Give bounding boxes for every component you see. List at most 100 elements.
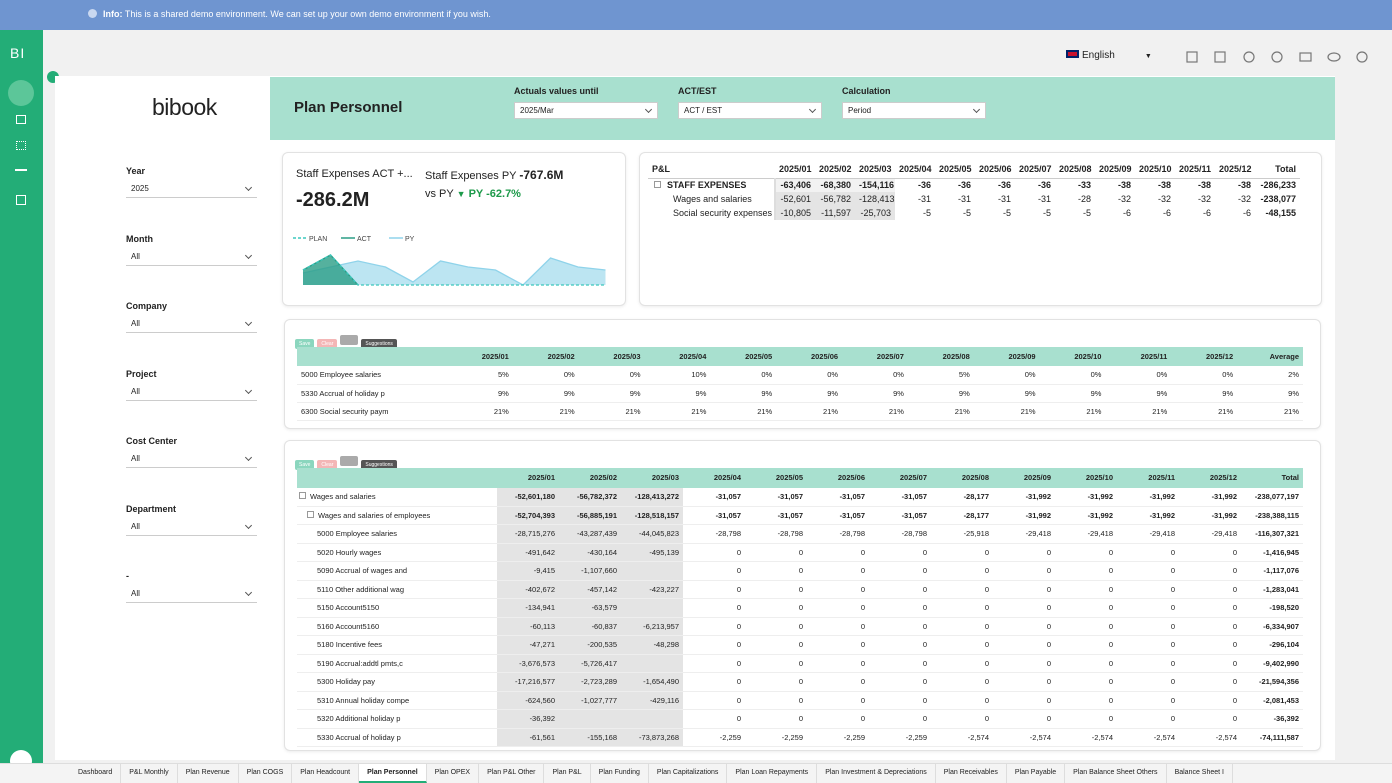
cell[interactable]: 9% [1288,388,1299,398]
cell[interactable]: 21% [691,406,707,416]
refresh-icon[interactable] [1243,51,1255,63]
cell[interactable]: 9% [893,388,904,398]
share-icon[interactable] [1271,51,1283,63]
report-tab[interactable]: Plan Revenue [178,764,239,783]
expand-toggle[interactable] [307,510,314,518]
cell[interactable]: 21% [1152,406,1168,416]
report-tab[interactable]: Plan P&L [544,764,591,783]
cell[interactable]: 9% [629,388,641,398]
slicer-dropdown[interactable]: All [126,316,257,333]
button[interactable]: Clear [317,339,338,349]
cell[interactable]: 21% [1283,406,1299,416]
cell[interactable]: 0% [893,370,904,380]
slicer-dropdown[interactable]: All [126,586,257,603]
slicer-dropdown[interactable]: All [126,248,257,266]
nav-users[interactable] [15,169,27,176]
report-tab[interactable]: Dashboard [70,764,122,783]
report-tab[interactable]: Plan P&L Other [479,764,545,783]
button[interactable]: Suggestions [361,460,397,470]
slicer-dropdown[interactable]: 2025 [126,181,257,198]
report-tab[interactable]: Plan Investment & Depreciations [817,764,936,783]
cell: -28,798 [777,529,803,539]
report-tab[interactable]: P&L Monthly [121,764,178,783]
cell: -2,574 [1153,732,1175,742]
filter-dropdown[interactable]: 2025/Mar [514,102,658,119]
report-tab[interactable]: Plan Balance Sheet Others [1065,764,1167,783]
filter-label: Actuals values until [514,86,599,96]
row-label-text: 5000 Employee salaries [317,529,398,539]
view-icon[interactable] [1327,52,1341,62]
slicer-dropdown[interactable]: All [126,383,257,401]
slicer-dropdown[interactable]: All [126,518,257,536]
report-tab[interactable]: Plan Capitalizations [649,764,728,783]
cell[interactable]: 0% [827,370,839,380]
cell: 0 [1170,547,1175,557]
cell[interactable]: 21% [493,406,509,416]
cell[interactable]: 21% [1218,406,1234,416]
cell[interactable]: 9% [1090,388,1102,398]
cell[interactable]: 21% [954,406,970,416]
cell: 0 [922,566,927,576]
cell[interactable]: 9% [1222,388,1234,398]
button[interactable]: Suggestions [361,339,397,349]
report-tab[interactable]: Plan Funding [591,764,649,783]
report-tab[interactable]: Plan COGS [239,764,293,783]
slicer-dropdown[interactable]: All [126,451,257,468]
report-tab[interactable]: Balance Sheet I [1167,764,1233,783]
button[interactable]: Save [295,460,315,470]
cell[interactable]: 21% [1020,406,1036,416]
cell[interactable]: 9% [498,388,509,398]
cell[interactable]: 9% [695,388,707,398]
cell[interactable]: 0% [1024,370,1036,380]
nav-dashboard[interactable] [8,80,34,106]
report-tab[interactable]: Plan OPEX [427,764,480,783]
report-tab[interactable]: Plan Receivables [936,764,1007,783]
report-tab[interactable]: Plan Headcount [292,764,360,783]
cell[interactable]: 0% [1090,370,1102,380]
cell[interactable]: 5% [958,370,970,380]
filter-dropdown[interactable]: ACT / EST [678,102,822,119]
cell[interactable]: 0% [1222,370,1234,380]
cell[interactable]: 0% [1156,370,1168,380]
settings-icon[interactable] [1356,51,1368,63]
cell[interactable]: 0% [563,370,575,380]
fullscreen-icon[interactable] [1214,51,1226,63]
cell[interactable]: 9% [1024,388,1036,398]
cell[interactable]: 5% [498,370,509,380]
filter-dropdown[interactable]: Period [842,102,986,119]
cell[interactable]: 0% [629,370,641,380]
report-tab[interactable]: Plan Payable [1007,764,1066,783]
expand-toggle[interactable] [299,492,306,499]
column-header: 2025/02 [547,352,575,361]
cell[interactable]: 9% [827,388,839,398]
nav-reports[interactable] [16,115,26,124]
cell[interactable]: 9% [563,388,575,398]
report-tab[interactable]: Plan Personnel [359,764,427,783]
cell[interactable]: 21% [1086,406,1102,416]
nav-apps[interactable] [16,141,26,150]
cell: -128,413 [855,192,895,206]
edit-icon[interactable] [1186,51,1198,63]
cell[interactable]: 9% [761,388,773,398]
cell[interactable]: 21% [888,406,904,416]
cell[interactable]: 2% [1288,370,1299,380]
undo-button[interactable] [340,335,359,345]
cell[interactable]: 10% [691,370,707,380]
language-select[interactable]: English ▼ [1066,50,1152,61]
cell[interactable]: 9% [958,388,970,398]
report-tab[interactable]: Plan Loan Repayments [727,764,818,783]
cell[interactable]: 21% [757,406,773,416]
cell[interactable]: 21% [559,406,575,416]
button[interactable]: Clear [317,460,338,470]
expand-toggle[interactable] [654,181,661,189]
undo-button[interactable] [340,456,359,466]
cell[interactable]: 0% [761,370,773,380]
nav-inbox[interactable] [16,195,26,205]
print-icon[interactable] [1299,52,1312,62]
cell[interactable]: 21% [823,406,839,416]
cell: 0 [1046,584,1051,594]
cell[interactable]: 21% [625,406,641,416]
cell: 0 [1170,566,1175,576]
cell[interactable]: 9% [1156,388,1168,398]
button[interactable]: Save [295,339,315,349]
